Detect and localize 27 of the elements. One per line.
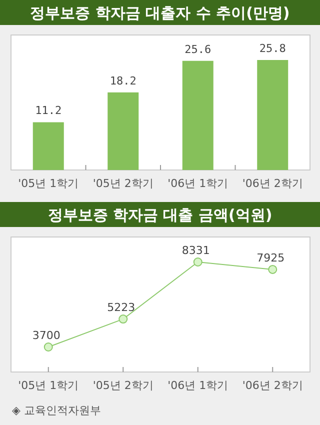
data-label: 25.8	[259, 42, 286, 55]
data-label: 18.2	[110, 74, 136, 88]
bar	[108, 92, 139, 170]
x-tick-label: '05년 1학기	[18, 379, 79, 392]
data-label: 7925	[256, 251, 285, 264]
point	[193, 258, 202, 266]
data-label: 3700	[32, 329, 60, 342]
x-tick-label: '06년 2학기	[242, 177, 303, 190]
data-label: 8331	[182, 244, 210, 257]
chart-title: 정부보증 학자금 대출자 수 추이(만명)	[30, 4, 290, 22]
x-tick-label: '05년 1학기	[18, 177, 79, 190]
text: ◈ 교육인적자원부	[12, 404, 101, 417]
bar	[257, 60, 288, 170]
x-tick-label: '06년 1학기	[168, 177, 228, 190]
data-label: 25.6	[184, 42, 212, 56]
data-label: 5223	[107, 301, 136, 314]
data-label: 11.2	[35, 104, 62, 118]
bar	[182, 60, 214, 170]
point	[118, 314, 128, 324]
x-tick-label: '05년 2학기	[92, 177, 154, 190]
chart-title: 정부보증 학자금 대출 금액(억원)	[48, 206, 272, 224]
point	[268, 264, 278, 274]
x-tick-label: '05년 2학기	[92, 379, 154, 392]
x-tick-label: '06년 1학기	[168, 379, 228, 392]
x-tick-label: '06년 2학기	[242, 379, 303, 392]
point	[44, 342, 53, 352]
bar	[32, 122, 64, 170]
